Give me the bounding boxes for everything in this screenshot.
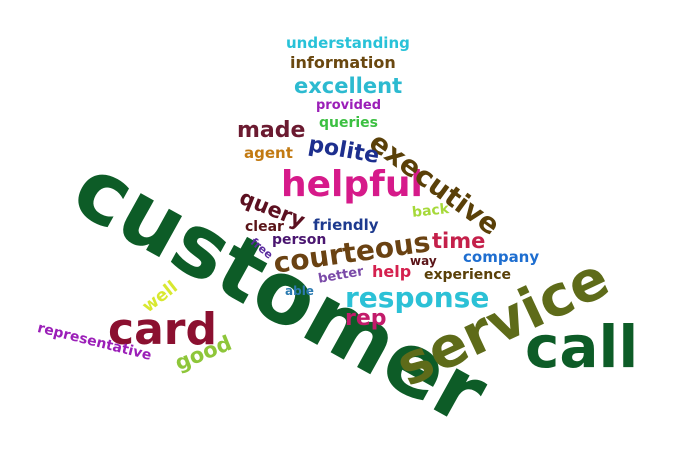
word-made: made [237, 118, 306, 143]
word-excellent: excellent [294, 74, 403, 98]
word-way: way [410, 254, 437, 268]
word-clear: clear [245, 219, 284, 235]
word-rep: rep [345, 306, 387, 331]
word-understanding: understanding [286, 34, 410, 52]
word-queries: queries [319, 115, 379, 131]
word-response: response [345, 281, 490, 314]
word-helpful: helpful [281, 164, 423, 205]
word-agent: agent [244, 144, 293, 162]
word-friendly: friendly [313, 216, 379, 234]
word-card: card [108, 304, 217, 355]
word-provided: provided [316, 98, 382, 113]
word-call: call [525, 313, 639, 381]
word-experience: experience [424, 267, 512, 283]
word-company: company [463, 248, 540, 266]
word-polite: polite [306, 131, 382, 170]
word-time: time [432, 229, 486, 253]
word-back: back [411, 201, 450, 221]
word-information: information [290, 53, 396, 72]
word-help: help [372, 262, 412, 281]
word-person: person [272, 232, 327, 248]
word-able: able [285, 284, 314, 298]
